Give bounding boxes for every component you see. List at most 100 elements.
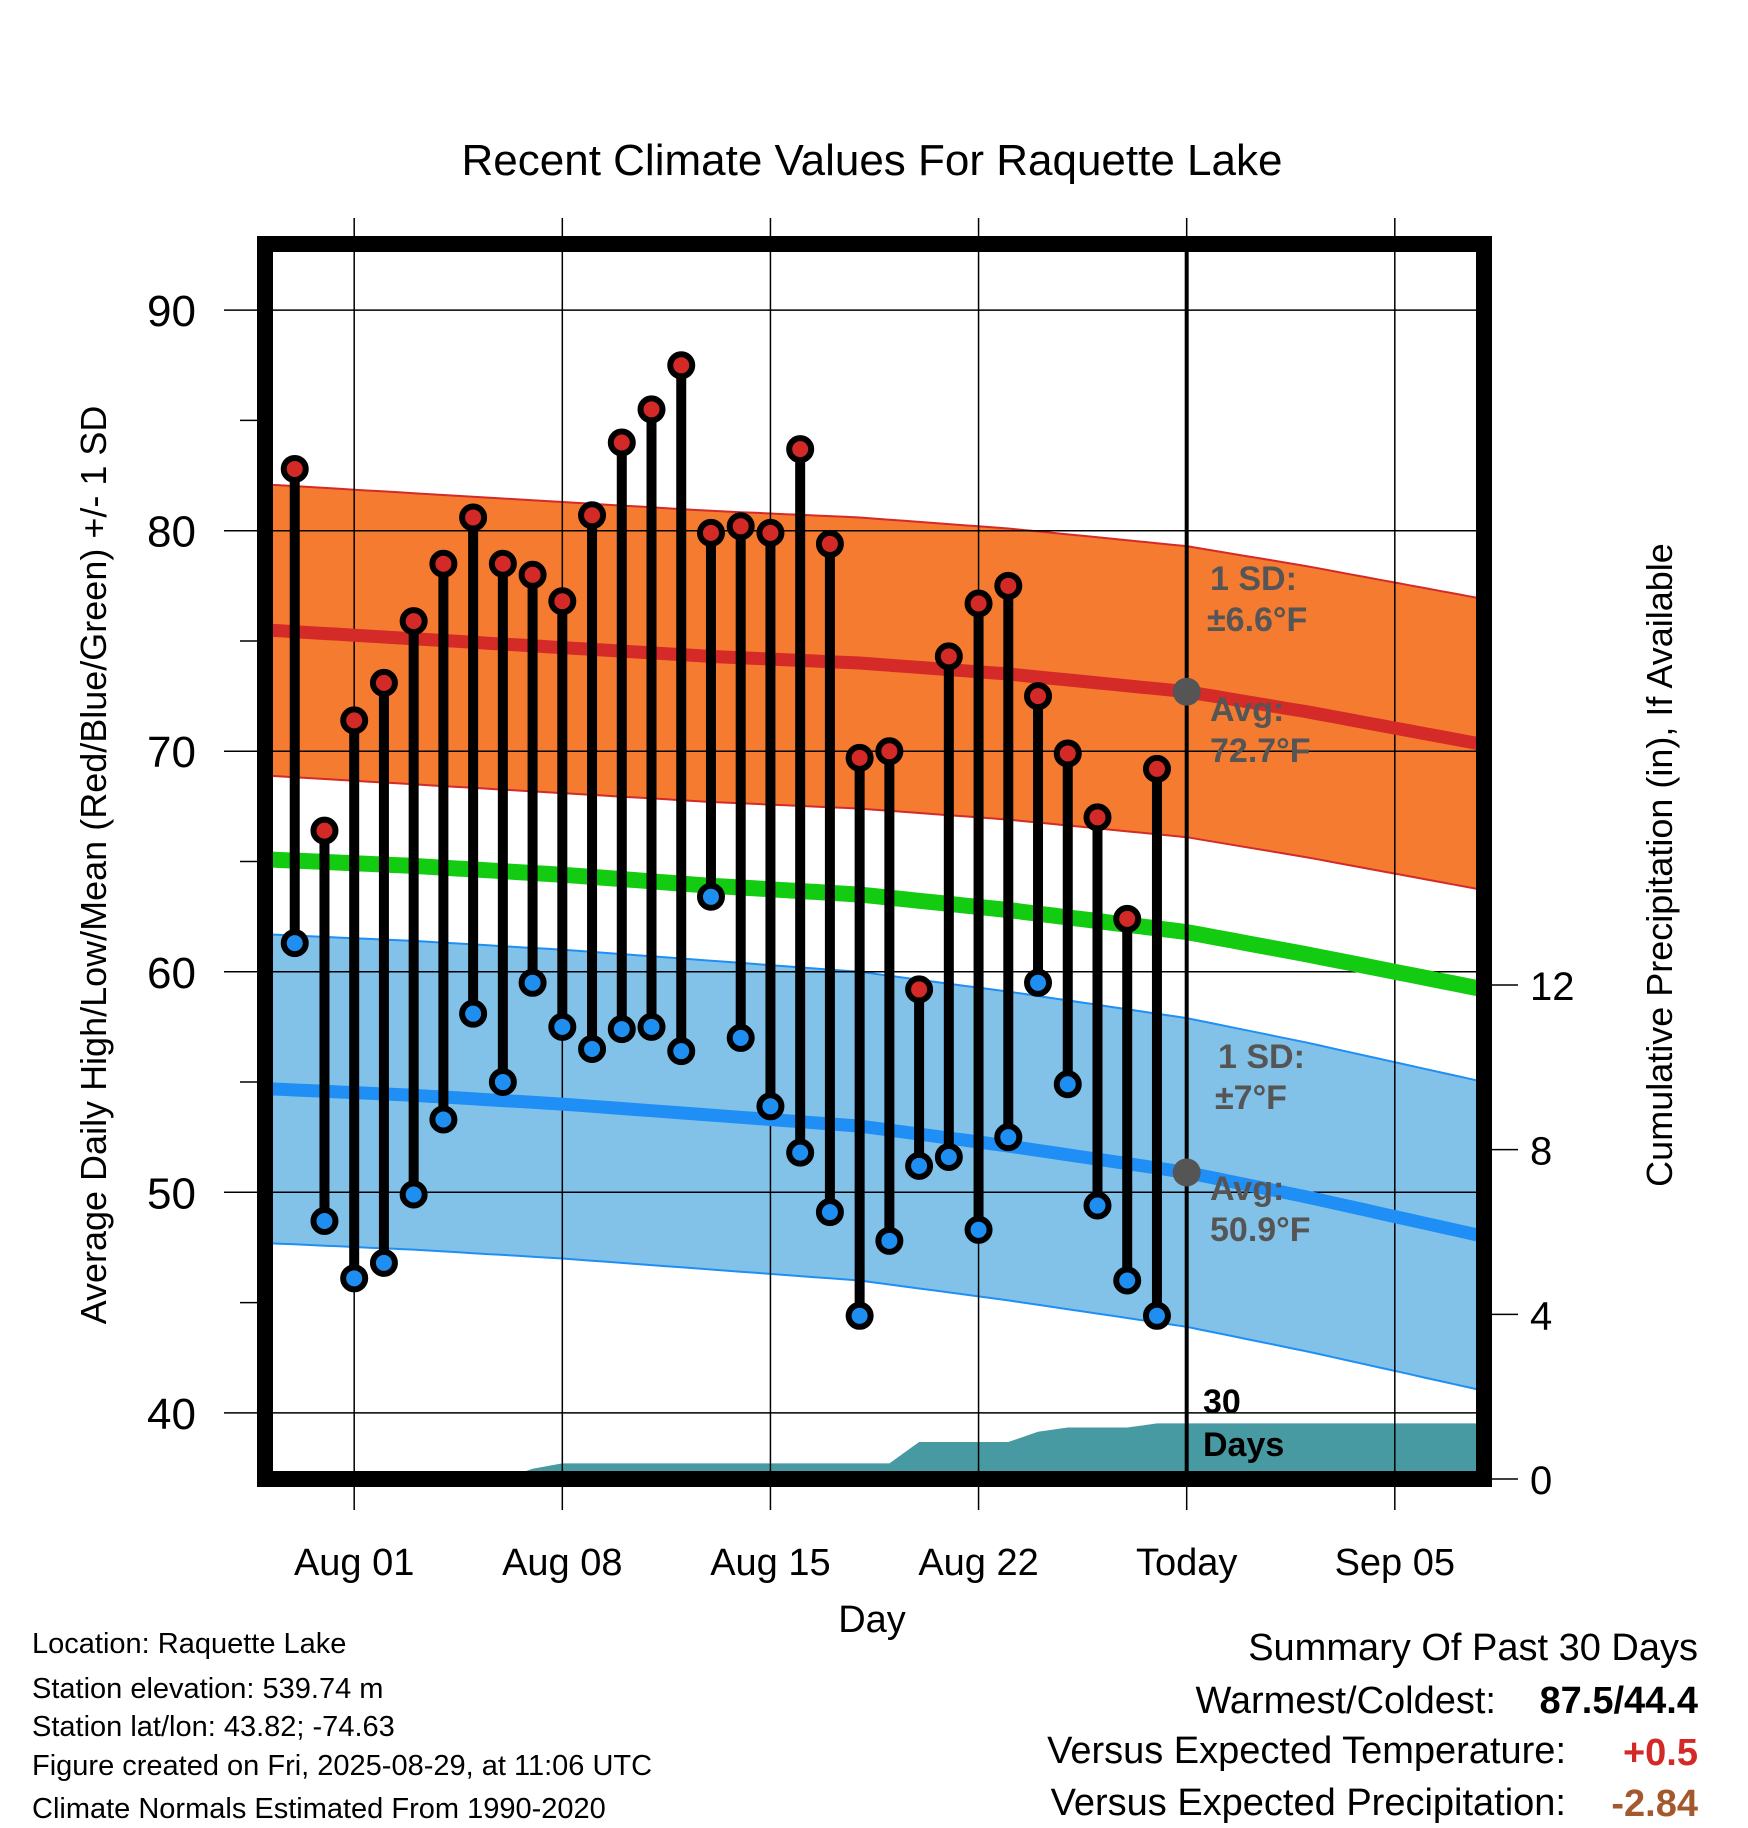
daily-low-marker (667, 1037, 696, 1066)
precip-area (517, 1423, 1479, 1474)
summary-title: Summary Of Past 30 Days (1248, 1627, 1698, 1669)
daily-high-marker (607, 428, 636, 457)
daily-low-marker (518, 968, 547, 997)
low-avg-value: 50.9°F (1210, 1211, 1311, 1249)
daily-low-marker (1142, 1301, 1171, 1330)
y-tick-label: 80 (147, 508, 196, 557)
summary-warm-cold-label: Warmest/Coldest: (1195, 1680, 1496, 1722)
daily-low-marker (1024, 968, 1053, 997)
x-tick-label: Today (1136, 1542, 1237, 1584)
info-elevation: Station elevation: 539.74 m (32, 1673, 383, 1705)
today-avg-low-marker (1172, 1158, 1201, 1187)
high-sd-value: ±6.6°F (1207, 601, 1307, 639)
daily-low-marker (1083, 1191, 1112, 1220)
high-avg-label: Avg: (1210, 691, 1284, 729)
daily-high-marker (637, 395, 666, 424)
daily-high-marker (340, 706, 369, 735)
summary-temp-label: Versus Expected Temperature: (1047, 1730, 1566, 1772)
daily-low-marker (845, 1301, 874, 1330)
days-label-count: 30 (1203, 1383, 1241, 1421)
daily-high-marker (1024, 682, 1053, 711)
low-sd-label: 1 SD: (1218, 1038, 1305, 1076)
daily-high-marker (310, 816, 339, 845)
high-sd-upper-edge (270, 483, 1479, 600)
y-tick-label: 60 (147, 949, 196, 998)
x-tick-label: Aug 08 (502, 1542, 622, 1584)
daily-low-marker (994, 1123, 1023, 1152)
low-avg-label: Avg: (1210, 1170, 1284, 1208)
daily-low-marker (726, 1023, 755, 1052)
daily-low-marker (459, 999, 488, 1028)
high-avg-value: 72.7°F (1210, 732, 1311, 770)
daily-low-marker (548, 1012, 577, 1041)
daily-low-marker (875, 1226, 904, 1255)
daily-low-marker (369, 1248, 398, 1277)
daily-high-marker (1142, 754, 1171, 783)
daily-low-marker (578, 1034, 607, 1063)
high-sd-band (270, 484, 1479, 890)
y2-tick-label: 4 (1530, 1294, 1552, 1338)
daily-high-marker (994, 571, 1023, 600)
y-tick-label: 50 (147, 1169, 196, 1218)
y-axis-label: Average Daily High/Low/Mean (Red/Blue/Gr… (73, 406, 114, 1325)
daily-low-marker (607, 1015, 636, 1044)
daily-low-marker (696, 882, 725, 911)
chart-title: Recent Climate Values For Raquette Lake (462, 136, 1283, 185)
avg-low-line (270, 1082, 1479, 1242)
x-tick-label: Aug 01 (294, 1542, 414, 1584)
daily-low-marker (815, 1198, 844, 1227)
daily-high-marker (1113, 904, 1142, 933)
x-axis-label: Day (838, 1599, 906, 1641)
x-tick-label: Sep 05 (1335, 1542, 1455, 1584)
daily-low-marker (934, 1143, 963, 1172)
daily-high-marker (578, 501, 607, 530)
y2-tick-label: 12 (1530, 965, 1575, 1009)
info-latlon: Station lat/lon: 43.82; -74.63 (32, 1711, 395, 1743)
info-created: Figure created on Fri, 2025-08-29, at 11… (32, 1750, 652, 1782)
daily-low-marker (1053, 1070, 1082, 1099)
summary-precip-value: -2.84 (1611, 1783, 1698, 1825)
today-avg-high-marker (1172, 677, 1201, 706)
daily-low-marker (340, 1264, 369, 1293)
y-tick-label: 70 (147, 728, 196, 777)
summary-panel: Summary Of Past 30 Days Warmest/Coldest:… (1047, 1627, 1698, 1825)
daily-high-marker (905, 975, 934, 1004)
y-tick-label: 90 (147, 287, 196, 336)
daily-high-marker (369, 668, 398, 697)
y2-axis-label: Cumulative Precipitation (in), If Availa… (1639, 543, 1680, 1187)
daily-high-marker (815, 529, 844, 558)
daily-low-marker (1113, 1266, 1142, 1295)
y2-tick-label: 0 (1530, 1459, 1552, 1503)
daily-high-marker (934, 642, 963, 671)
daily-high-marker (399, 607, 428, 636)
daily-low-marker (756, 1092, 785, 1121)
daily-high-marker (726, 512, 755, 541)
daily-high-marker (1083, 803, 1112, 832)
daily-high-marker (429, 549, 458, 578)
summary-temp-value: +0.5 (1623, 1732, 1698, 1774)
daily-low-marker (905, 1151, 934, 1180)
summary-warm-cold-value: 87.5/44.4 (1540, 1680, 1698, 1722)
low-sd-value: ±7°F (1215, 1079, 1287, 1117)
daily-high-marker (1053, 739, 1082, 768)
station-info: Location: Raquette Lake Station elevatio… (32, 1628, 652, 1825)
low-sd-lower-edge (270, 1242, 1479, 1391)
y-tick-label: 40 (147, 1390, 196, 1439)
daily-high-marker (488, 549, 517, 578)
daily-high-marker (875, 737, 904, 766)
daily-low-marker (429, 1105, 458, 1134)
daily-high-marker (548, 587, 577, 616)
daily-high-marker (786, 435, 815, 464)
high-sd-label: 1 SD: (1210, 560, 1297, 598)
summary-precip-label: Versus Expected Precipitation: (1051, 1782, 1566, 1824)
days-label-days: Days (1203, 1426, 1284, 1464)
y2-tick-label: 8 (1530, 1130, 1552, 1174)
daily-low-marker (964, 1215, 993, 1244)
daily-high-marker (964, 589, 993, 618)
daily-high-marker (280, 454, 309, 483)
low-sd-band (270, 934, 1479, 1390)
x-tick-label: Aug 15 (710, 1542, 830, 1584)
